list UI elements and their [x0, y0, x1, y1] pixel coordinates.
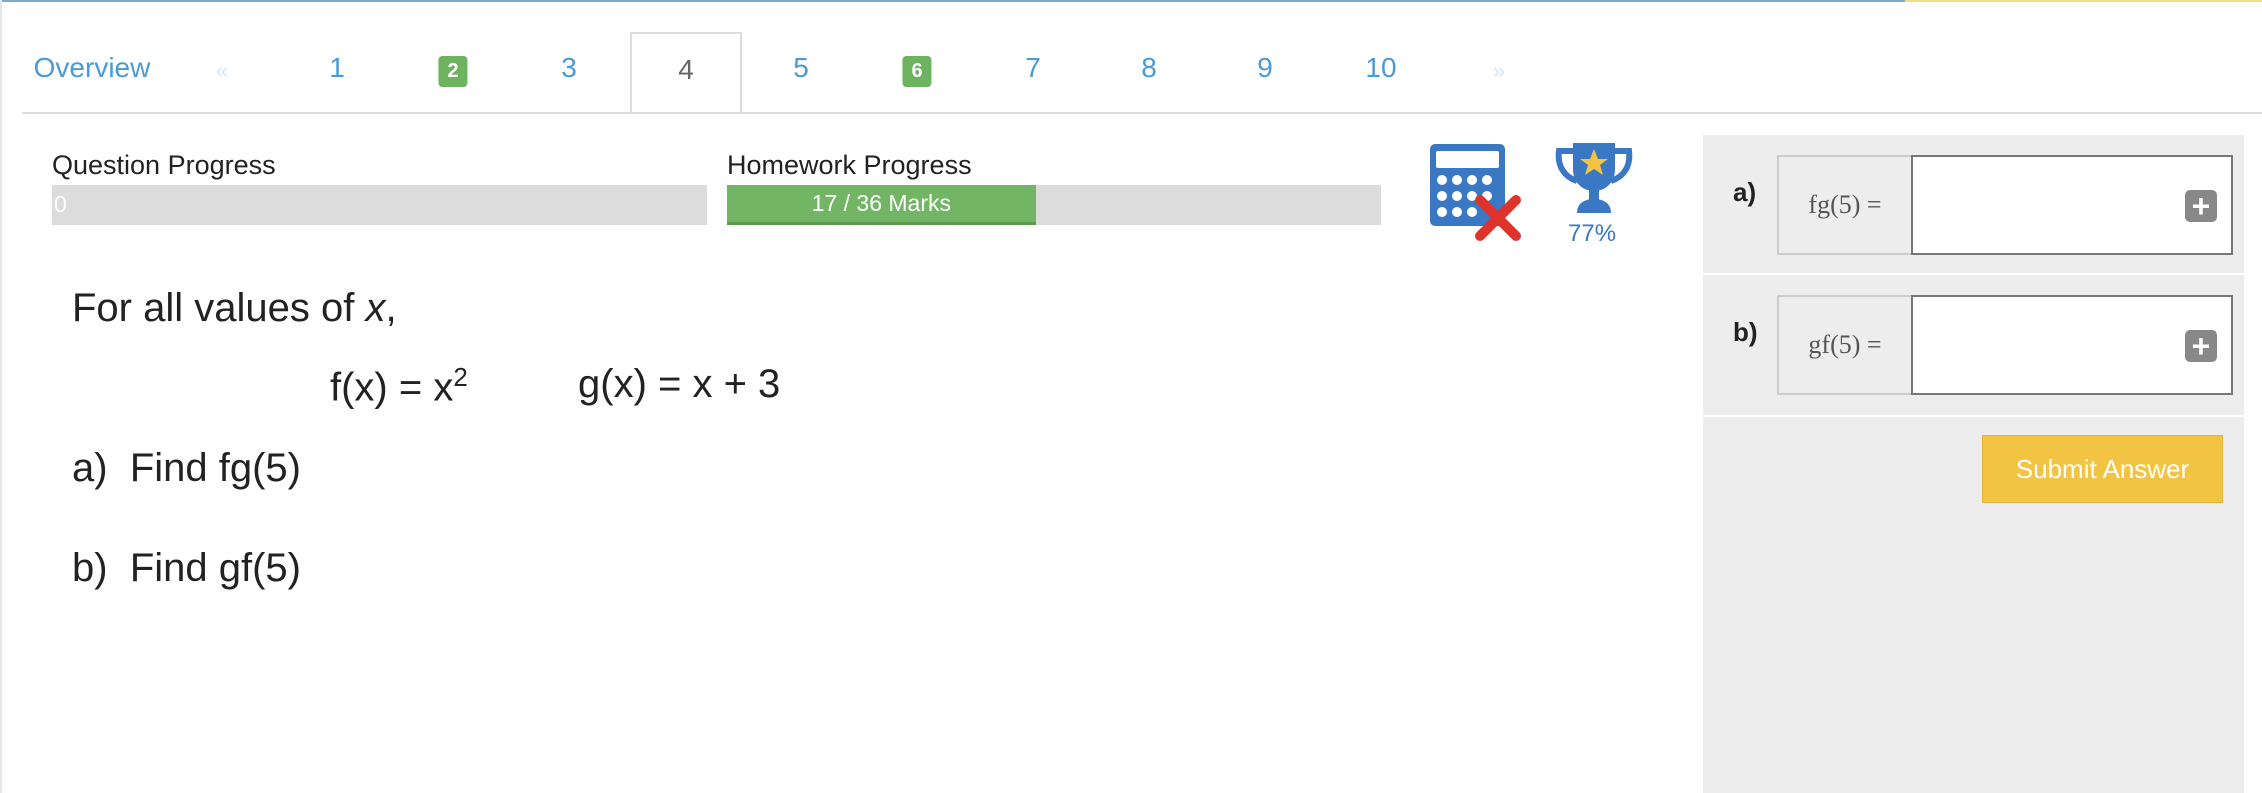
- top-border: [0, 0, 1905, 2]
- tab-9[interactable]: 9: [1257, 52, 1273, 83]
- tab-next[interactable]: »: [1492, 58, 1506, 83]
- answer-b-input[interactable]: +: [1911, 295, 2233, 395]
- part-b-letter: b): [72, 546, 108, 590]
- question-intro: For all values of x,: [72, 286, 397, 331]
- plus-icon[interactable]: +: [2185, 330, 2217, 362]
- f-definition: f(x) = x2: [330, 362, 468, 410]
- answer-row-a: a) fg(5) = +: [1703, 135, 2244, 273]
- part-b: b) Find gf(5): [72, 546, 301, 591]
- intro-comma: ,: [385, 286, 397, 330]
- left-border: [0, 0, 2, 793]
- tab-7[interactable]: 7: [1025, 52, 1041, 83]
- question-progress-value: 0: [54, 191, 67, 217]
- g-definition: g(x) = x + 3: [578, 362, 781, 406]
- part-a: a) Find fg(5): [72, 446, 301, 491]
- calculator-not-allowed-icon[interactable]: [1430, 144, 1522, 249]
- tab-prev[interactable]: «: [215, 58, 229, 83]
- tab-2[interactable]: 2: [438, 56, 468, 87]
- submit-row: Submit Answer: [1703, 417, 2244, 793]
- intro-variable: x: [365, 286, 386, 330]
- homework-progress-fill: 17 / 36 Marks: [727, 185, 1036, 225]
- answer-a-letter: a): [1733, 177, 1757, 207]
- homework-progress-label: Homework Progress: [727, 150, 972, 180]
- plus-icon[interactable]: +: [2185, 190, 2217, 222]
- tab-1[interactable]: 1: [329, 52, 345, 83]
- tab-8[interactable]: 8: [1141, 52, 1157, 83]
- part-a-letter: a): [72, 446, 108, 490]
- answer-b-label: gf(5) =: [1777, 295, 1913, 395]
- homework-progress-bar: 17 / 36 Marks: [727, 185, 1381, 225]
- part-a-text: Find fg(5): [129, 446, 301, 490]
- question-progress-bar: 0: [52, 185, 707, 225]
- question-progress-label: Question Progress: [52, 150, 276, 180]
- score-percent: 77%: [1568, 220, 1617, 247]
- answer-a-input[interactable]: +: [1911, 155, 2233, 255]
- answer-a-label: fg(5) =: [1777, 155, 1913, 255]
- answer-row-b: b) gf(5) = +: [1703, 275, 2244, 415]
- top-border-accent: [1905, 0, 2262, 2]
- tab-6[interactable]: 6: [902, 56, 932, 87]
- submit-answer-button[interactable]: Submit Answer: [1982, 435, 2223, 503]
- answer-b-letter: b): [1733, 317, 1758, 347]
- part-b-text: Find gf(5): [129, 546, 301, 590]
- tab-bar-line: [22, 112, 2262, 114]
- tab-5[interactable]: 5: [793, 52, 809, 83]
- tab-3[interactable]: 3: [561, 52, 577, 83]
- intro-text: For all values of: [72, 286, 366, 330]
- tab-4[interactable]: 4: [630, 32, 742, 114]
- tab-10[interactable]: 10: [1365, 52, 1397, 83]
- trophy-star-icon: [1555, 143, 1633, 220]
- f-def-text: f(x) = x: [330, 365, 454, 410]
- f-exponent: 2: [453, 362, 468, 392]
- tab-overview[interactable]: Overview: [33, 52, 151, 83]
